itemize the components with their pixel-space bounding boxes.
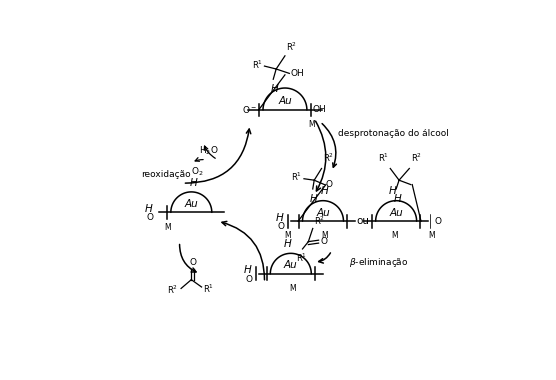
Text: O: O — [246, 275, 253, 283]
Text: M: M — [391, 231, 398, 241]
Text: M: M — [308, 120, 315, 129]
Text: M: M — [289, 284, 296, 293]
Text: R$^2$: R$^2$ — [314, 215, 325, 227]
Text: $\mathbf{\mathit{H}}$: $\mathbf{\mathit{H}}$ — [243, 263, 253, 276]
Text: OH: OH — [312, 106, 326, 114]
Text: R$^2$: R$^2$ — [411, 152, 422, 164]
Text: $\mathbf{\mathit{H}}$: $\mathbf{\mathit{H}}$ — [393, 192, 403, 204]
Text: O: O — [278, 222, 285, 231]
Text: H$_2$O: H$_2$O — [199, 145, 219, 157]
Text: O: O — [320, 237, 327, 246]
Text: Au: Au — [284, 260, 297, 270]
Text: $\mathbf{\mathit{H}}$: $\mathbf{\mathit{H}}$ — [144, 202, 153, 214]
Text: O$^-$: O$^-$ — [242, 105, 257, 116]
Text: R$^1$: R$^1$ — [252, 59, 263, 71]
Text: O: O — [189, 258, 196, 266]
Text: OH: OH — [291, 69, 305, 78]
Text: $\mathbf{\mathit{H}}$: $\mathbf{\mathit{H}}$ — [283, 237, 292, 249]
Text: $\mathbf{\mathit{H}}$: $\mathbf{\mathit{H}}$ — [270, 82, 280, 94]
Text: R$^2$: R$^2$ — [167, 284, 178, 296]
Text: O: O — [146, 213, 153, 222]
Text: R$^1$: R$^1$ — [378, 152, 389, 164]
Text: desprotonação do álcool: desprotonação do álcool — [337, 129, 449, 138]
Text: O: O — [435, 217, 442, 226]
Text: R$^1$: R$^1$ — [203, 282, 214, 294]
Text: M: M — [164, 223, 171, 232]
Text: reoxidação: reoxidação — [142, 170, 191, 179]
Text: $\mathbf{\mathit{H}}$: $\mathbf{\mathit{H}}$ — [389, 184, 398, 196]
Text: Au: Au — [316, 207, 330, 218]
Text: R$^1$: R$^1$ — [296, 252, 306, 264]
Text: $\mathbf{\mathit{H}}$: $\mathbf{\mathit{H}}$ — [310, 192, 319, 204]
Text: O$_2$: O$_2$ — [191, 165, 203, 178]
Text: R$^1$: R$^1$ — [291, 171, 302, 184]
Text: M: M — [285, 231, 291, 241]
Text: $\beta$-eliminação: $\beta$-eliminação — [349, 256, 409, 269]
Text: Au: Au — [389, 207, 403, 218]
Text: Au: Au — [185, 199, 198, 209]
Text: M: M — [321, 231, 328, 241]
Text: M: M — [428, 231, 435, 241]
Text: $\mathbf{\mathit{H}}$: $\mathbf{\mathit{H}}$ — [320, 184, 329, 196]
Text: R$^2$: R$^2$ — [286, 41, 297, 53]
Text: $\mathbf{\mathit{H}}$: $\mathbf{\mathit{H}}$ — [190, 176, 199, 187]
Text: O: O — [326, 180, 333, 189]
Text: $\mathbf{\mathit{H}}$: $\mathbf{\mathit{H}}$ — [275, 211, 285, 223]
Text: Au: Au — [278, 96, 292, 106]
Text: R$^2$: R$^2$ — [323, 152, 334, 164]
Text: ou: ou — [356, 216, 369, 226]
